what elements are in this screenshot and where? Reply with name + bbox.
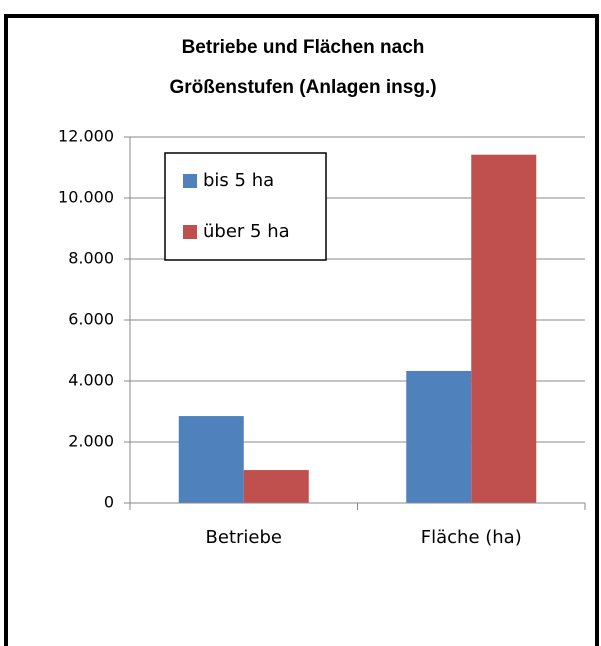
y-tick-label: 12.000 [58,127,114,146]
legend-label: über 5 ha [203,221,290,242]
chart-title: Betriebe und Flächen nach [182,37,425,58]
x-tick-label: Fläche (ha) [421,527,522,548]
y-tick-label: 10.000 [58,188,114,207]
legend-swatch [183,225,197,239]
legend-label: bis 5 ha [203,170,274,191]
y-tick-label: 8.000 [68,249,114,268]
y-tick-label: 6.000 [68,310,114,329]
legend-swatch [183,174,197,188]
legend-box [164,152,327,261]
x-tick-label: Betriebe [206,527,282,548]
bar [178,416,244,503]
y-tick-label: 2.000 [68,432,114,451]
y-tick-label: 0 [104,493,114,512]
bar [471,154,537,503]
y-tick-label: 4.000 [68,371,114,390]
bar [243,470,309,503]
chart-title: Größenstufen (Anlagen insg.) [169,77,436,98]
bar [406,370,472,503]
